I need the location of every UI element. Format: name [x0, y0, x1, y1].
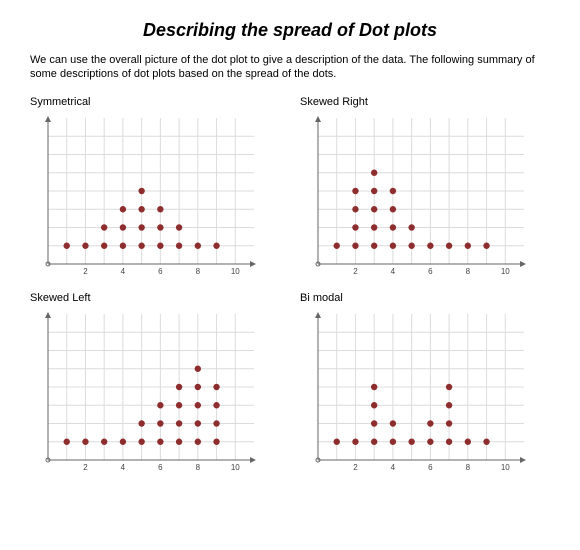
- svg-text:2: 2: [83, 463, 88, 472]
- page-title: Describing the spread of Dot plots: [30, 20, 550, 41]
- plot-label: Skewed Right: [300, 96, 550, 108]
- svg-text:6: 6: [158, 267, 163, 276]
- plot-cell: Symmetrical 2 4 6 8 10: [30, 96, 280, 282]
- svg-text:6: 6: [428, 267, 433, 276]
- dot-plot: 2 4 6 8 10: [30, 112, 260, 282]
- svg-text:10: 10: [501, 267, 510, 276]
- svg-text:10: 10: [231, 463, 240, 472]
- plot-cell: Skewed Left 2 4 6 8 10: [30, 292, 280, 478]
- svg-text:4: 4: [391, 267, 396, 276]
- svg-text:6: 6: [158, 463, 163, 472]
- plot-label: Skewed Left: [30, 292, 280, 304]
- svg-text:8: 8: [196, 267, 201, 276]
- plot-label: Symmetrical: [30, 96, 280, 108]
- svg-text:6: 6: [428, 463, 433, 472]
- svg-text:8: 8: [196, 463, 201, 472]
- svg-text:2: 2: [353, 463, 358, 472]
- svg-text:8: 8: [466, 463, 471, 472]
- svg-text:4: 4: [391, 463, 396, 472]
- svg-text:4: 4: [121, 463, 126, 472]
- svg-text:10: 10: [231, 267, 240, 276]
- plot-label: Bi modal: [300, 292, 550, 304]
- svg-text:2: 2: [353, 267, 358, 276]
- plot-grid: Symmetrical246810Skewed Right246810Skewe…: [30, 96, 550, 478]
- plot-cell: Skewed Right 2 4 6 8 10: [300, 96, 550, 282]
- plot-cell: Bi modal 2 4 6 8 10: [300, 292, 550, 478]
- page-description: We can use the overall picture of the do…: [30, 53, 550, 82]
- svg-text:2: 2: [83, 267, 88, 276]
- svg-text:10: 10: [501, 463, 510, 472]
- dot-plot: 2 4 6 8 10: [300, 308, 530, 478]
- dot-plot: 2 4 6 8 10: [300, 112, 530, 282]
- dot-plot: 2 4 6 8 10: [30, 308, 260, 478]
- svg-text:4: 4: [121, 267, 126, 276]
- svg-text:8: 8: [466, 267, 471, 276]
